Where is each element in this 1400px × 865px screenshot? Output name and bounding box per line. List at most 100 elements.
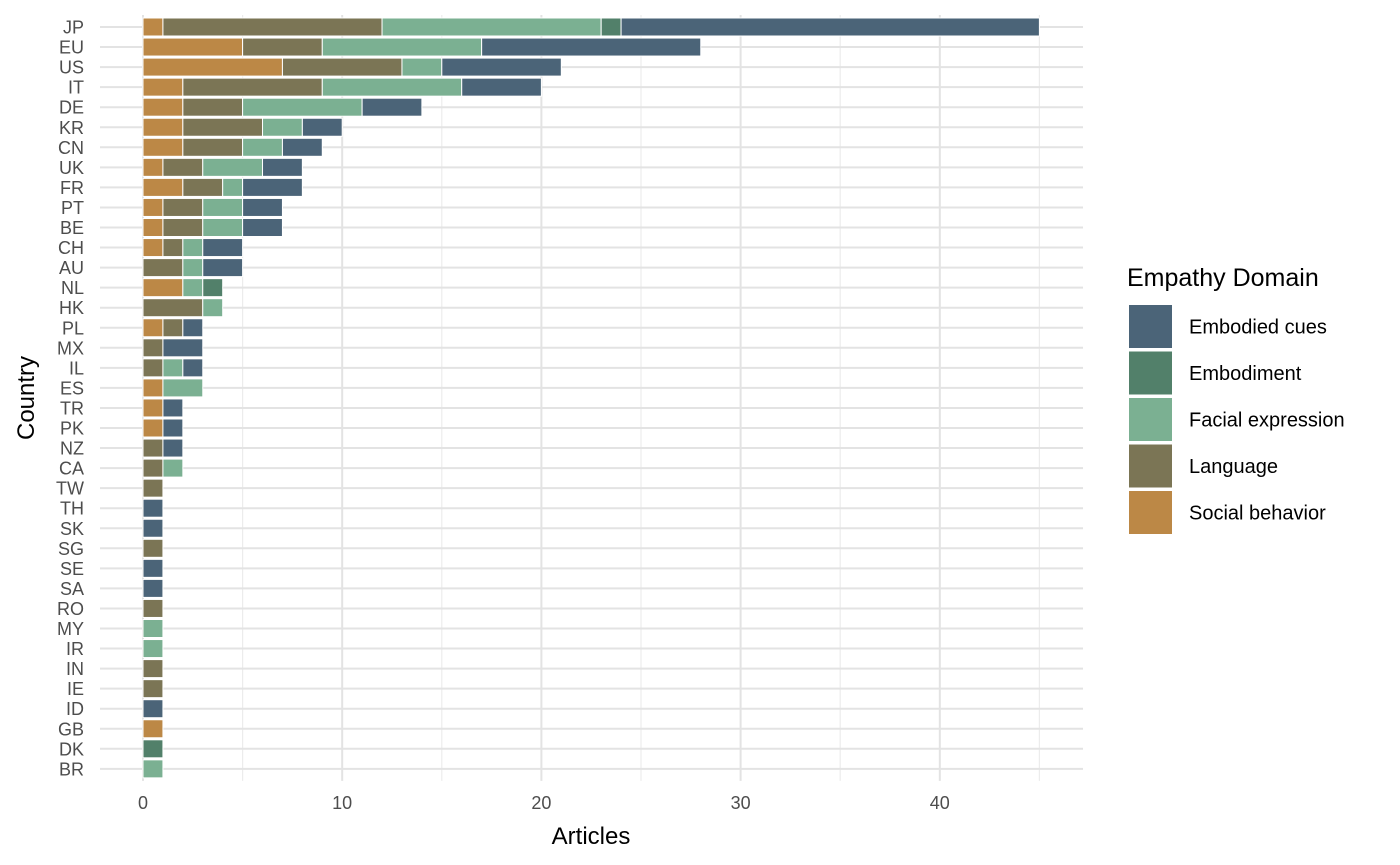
bar-segment bbox=[142, 378, 164, 398]
x-tick-label: 10 bbox=[332, 793, 352, 813]
bar-segment bbox=[142, 137, 184, 157]
bar-segment bbox=[242, 97, 363, 117]
x-axis-title: Articles bbox=[552, 823, 631, 850]
bar-segment bbox=[142, 498, 164, 518]
y-tick-label: BE bbox=[60, 218, 84, 238]
bar-segment bbox=[142, 759, 164, 779]
bar-segment bbox=[142, 17, 164, 37]
bar-segment bbox=[481, 37, 702, 57]
x-tick-label: 40 bbox=[930, 793, 950, 813]
bar-segment bbox=[182, 238, 204, 258]
legend-swatch bbox=[1129, 351, 1172, 395]
legend-label: Social behavior bbox=[1189, 503, 1326, 525]
y-axis-title: Country bbox=[13, 356, 40, 440]
y-tick-label: PK bbox=[60, 419, 84, 439]
y-tick-label: AU bbox=[59, 258, 84, 278]
x-tick-label: 20 bbox=[531, 793, 551, 813]
x-tick-labels: 0 10 20 30 40 bbox=[138, 793, 950, 813]
legend: Empathy Domain Embodied cues Embodiment Fa… bbox=[1127, 264, 1345, 534]
bar-segment bbox=[222, 177, 244, 197]
bar-segment bbox=[202, 298, 224, 318]
bar-segment bbox=[162, 318, 184, 338]
y-tick-label: SE bbox=[60, 559, 84, 579]
y-tick-label: IE bbox=[67, 679, 84, 699]
bar-segment bbox=[142, 418, 164, 438]
bar-segment bbox=[142, 157, 164, 177]
bar-segment bbox=[142, 57, 283, 77]
bar-segment bbox=[142, 218, 164, 237]
bar-segment bbox=[142, 518, 164, 538]
bar-segment bbox=[281, 57, 403, 77]
bar-segment bbox=[162, 438, 184, 458]
bar-segment bbox=[162, 458, 184, 478]
bar-segment bbox=[202, 258, 244, 278]
x-tick-label: 0 bbox=[138, 793, 148, 813]
bar-segment bbox=[281, 137, 323, 157]
y-tick-labels: JPEUUSITDEKRCNUKFRPTBECHAUNLHKPLMXILESTR… bbox=[56, 18, 84, 780]
y-tick-label: IL bbox=[69, 358, 84, 378]
bar-segment bbox=[142, 298, 204, 318]
x-tick-label: 30 bbox=[731, 793, 751, 813]
bar-segment bbox=[162, 418, 184, 438]
y-tick-label: CH bbox=[58, 238, 84, 258]
bar-segment bbox=[401, 57, 443, 77]
y-tick-label: NZ bbox=[60, 439, 84, 459]
bar-segment bbox=[142, 719, 164, 739]
bar-segment bbox=[182, 97, 244, 117]
bar-segment bbox=[182, 258, 204, 278]
bar-segment bbox=[142, 37, 244, 57]
bar-segment bbox=[242, 218, 283, 237]
bar-segment bbox=[142, 197, 164, 217]
bar-segment bbox=[162, 378, 204, 398]
y-tick-label: JP bbox=[63, 18, 84, 38]
bar-segment bbox=[461, 77, 542, 97]
bar-segment bbox=[142, 398, 164, 418]
y-tick-label: FR bbox=[60, 178, 84, 198]
y-tick-label: GB bbox=[58, 719, 84, 739]
legend-title: Empathy Domain bbox=[1127, 264, 1319, 292]
legend-swatch bbox=[1129, 444, 1172, 488]
y-tick-label: BR bbox=[59, 759, 84, 779]
bar-segment bbox=[142, 278, 184, 298]
bar-segment bbox=[142, 679, 164, 699]
bar-segment bbox=[142, 739, 164, 759]
y-tick-label: TH bbox=[60, 499, 84, 519]
bar-segment bbox=[182, 278, 204, 298]
y-tick-label: EU bbox=[59, 38, 84, 58]
y-tick-label: MY bbox=[57, 619, 84, 639]
y-tick-label: RO bbox=[57, 599, 84, 619]
y-tick-label: SG bbox=[58, 539, 84, 559]
bar-segment bbox=[182, 137, 244, 157]
bar-segment bbox=[202, 157, 264, 177]
bar-segment bbox=[162, 218, 204, 237]
bar-segment bbox=[162, 197, 204, 217]
y-tick-label: ES bbox=[60, 378, 84, 398]
bar-segment bbox=[361, 97, 423, 117]
y-tick-label: SK bbox=[60, 519, 84, 539]
bar-segment bbox=[142, 238, 164, 258]
bar-segment bbox=[202, 197, 244, 217]
bar-segment bbox=[182, 77, 323, 97]
bar-segment bbox=[321, 37, 483, 57]
bar-segment bbox=[142, 619, 164, 638]
bar-segment bbox=[142, 699, 164, 719]
legend-label: Embodied cues bbox=[1189, 317, 1327, 339]
bar-segment bbox=[202, 238, 244, 258]
legend-swatch bbox=[1129, 398, 1172, 441]
y-tick-label: US bbox=[59, 58, 84, 78]
legend-swatch bbox=[1129, 491, 1172, 534]
y-tick-label: DE bbox=[59, 98, 84, 118]
legend-label: Facial expression bbox=[1189, 410, 1345, 432]
bar-segment bbox=[162, 338, 204, 358]
bar-segment bbox=[321, 77, 463, 97]
bar-segment bbox=[142, 358, 164, 378]
bar-segment bbox=[182, 358, 204, 378]
legend-swatch bbox=[1129, 305, 1172, 348]
y-tick-label: IT bbox=[68, 78, 84, 98]
bar-segment bbox=[142, 77, 184, 97]
y-tick-label: MX bbox=[57, 338, 84, 358]
y-tick-label: KR bbox=[59, 118, 84, 138]
y-tick-label: SA bbox=[60, 579, 84, 599]
bar-segment bbox=[242, 177, 303, 197]
